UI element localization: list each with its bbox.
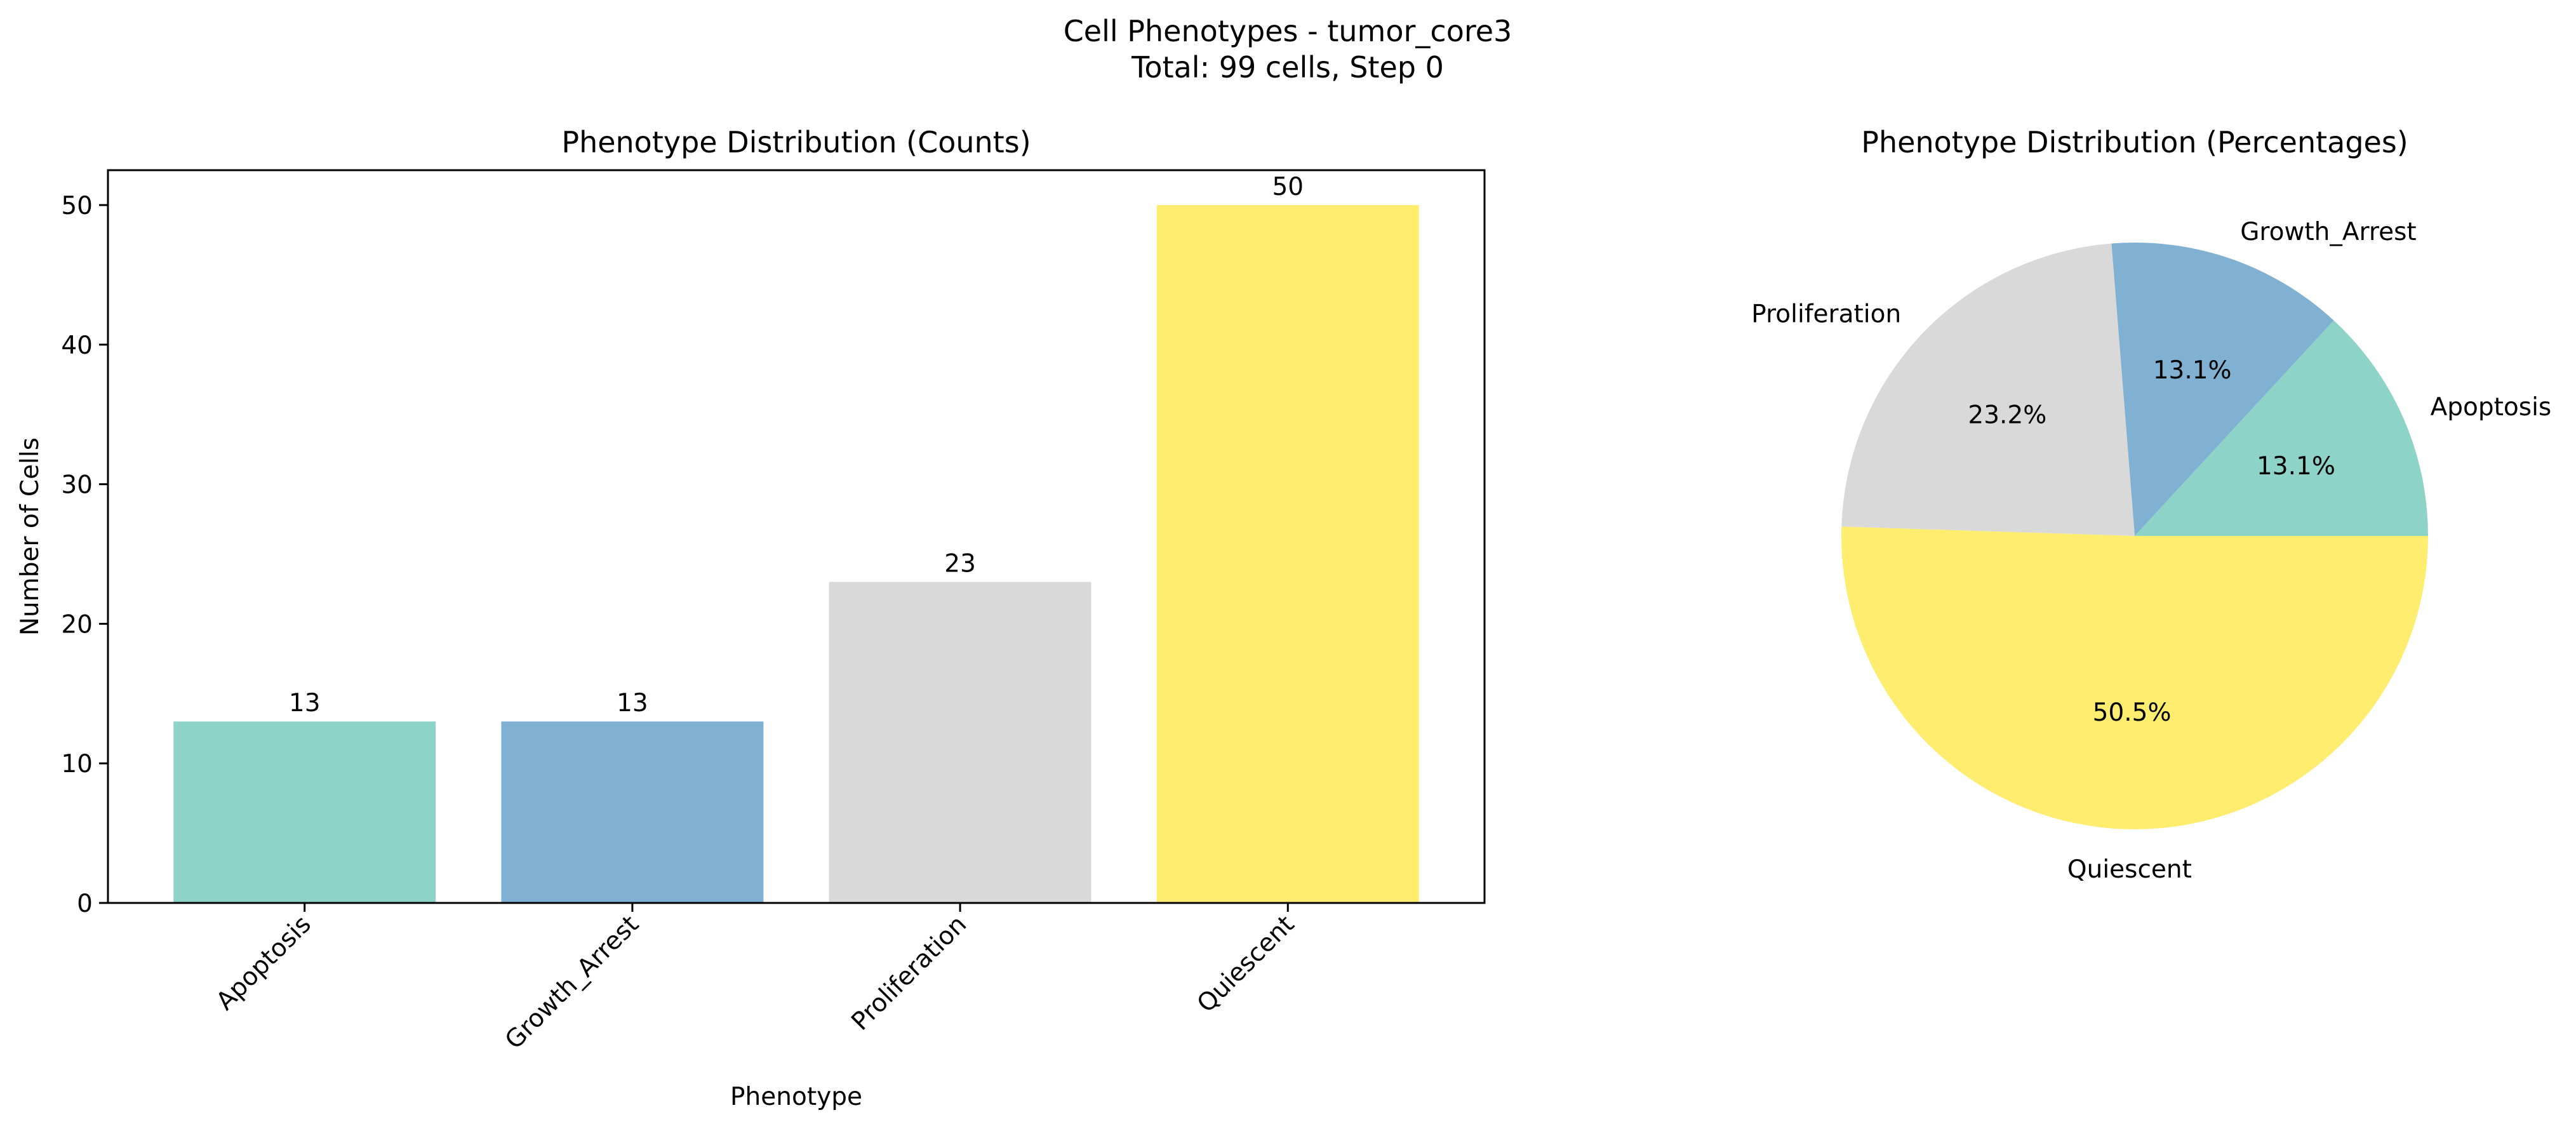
bar-x-tick-label: Quiescent	[1192, 910, 1300, 1018]
bar-series	[173, 204, 1419, 903]
bar-chart: Phenotype Distribution (Counts) 0 10 20 30 4…	[16, 125, 1486, 1111]
bar-chart-title: Phenotype Distribution (Counts)	[561, 125, 1031, 159]
pie-percent-label: 50.5%	[2093, 698, 2172, 727]
pie-slice-quiescent	[1841, 526, 2428, 829]
bar-x-axis-label: Phenotype	[730, 1083, 862, 1111]
bar-y-tick-label: 40	[61, 331, 93, 360]
bar-y-tick-label: 50	[61, 192, 93, 220]
pie-label-proliferation: Proliferation	[1751, 300, 1901, 328]
pie-label-quiescent: Quiescent	[2067, 855, 2192, 884]
bar-y-tick-label: 10	[61, 750, 93, 778]
pie-slice-apoptosis	[2135, 320, 2428, 536]
figure-title: Cell Phenotypes - tumor_core3	[1064, 14, 1512, 48]
pie-percent-label: 13.1%	[2257, 452, 2335, 481]
figure-subtitle: Total: 99 cells, Step 0	[1131, 50, 1444, 84]
bar-y-axis-label: Number of Cells	[16, 438, 44, 636]
pie-chart-title: Phenotype Distribution (Percentages)	[1861, 125, 2408, 159]
bar-data-label: 13	[617, 689, 648, 718]
bar-apoptosis	[173, 721, 436, 903]
bar-y-tick-label: 30	[61, 471, 93, 500]
pie-label-apoptosis: Apoptosis	[2431, 393, 2552, 422]
bar-y-tick-label: 20	[61, 610, 93, 639]
bar-data-label: 23	[944, 549, 976, 578]
bar-x-tick-label: Proliferation	[846, 910, 973, 1036]
pie-labels: Apoptosis Growth_Arrest Proliferation Quies…	[1751, 218, 2551, 884]
bar-y-tick-label: 0	[77, 890, 93, 918]
bar-proliferation	[829, 582, 1091, 903]
bar-data-labels: 13 13 23 50	[289, 173, 1304, 718]
pie-percent-label: 23.2%	[1968, 401, 2046, 430]
bar-x-tick-label: Apoptosis	[211, 910, 317, 1016]
bar-data-label: 50	[1272, 173, 1304, 201]
pie-slice-growth-arrest	[2111, 242, 2334, 536]
bar-data-label: 13	[289, 689, 321, 718]
bar-plot-frame	[107, 169, 1486, 904]
bar-y-ticks: 0 10 20 30 40 50	[61, 192, 108, 918]
pie-chart: Phenotype Distribution (Percentages) Apo…	[1751, 125, 2551, 884]
bar-quiescent	[1156, 204, 1419, 903]
pie-percent-label: 13.1%	[2153, 356, 2232, 385]
pie-label-growth-arrest: Growth_Arrest	[2240, 218, 2416, 246]
bar-x-tick-label: Growth_Arrest	[500, 910, 644, 1055]
pie-slices	[1841, 242, 2428, 829]
pie-percent-labels: 13.1% 13.1% 23.2% 50.5%	[1968, 356, 2335, 727]
bar-x-ticks: Apoptosis Growth_Arrest Proliferation Quies…	[211, 903, 1300, 1055]
pie-slice-proliferation	[1841, 243, 2135, 536]
bar-growth-arrest	[501, 721, 764, 903]
